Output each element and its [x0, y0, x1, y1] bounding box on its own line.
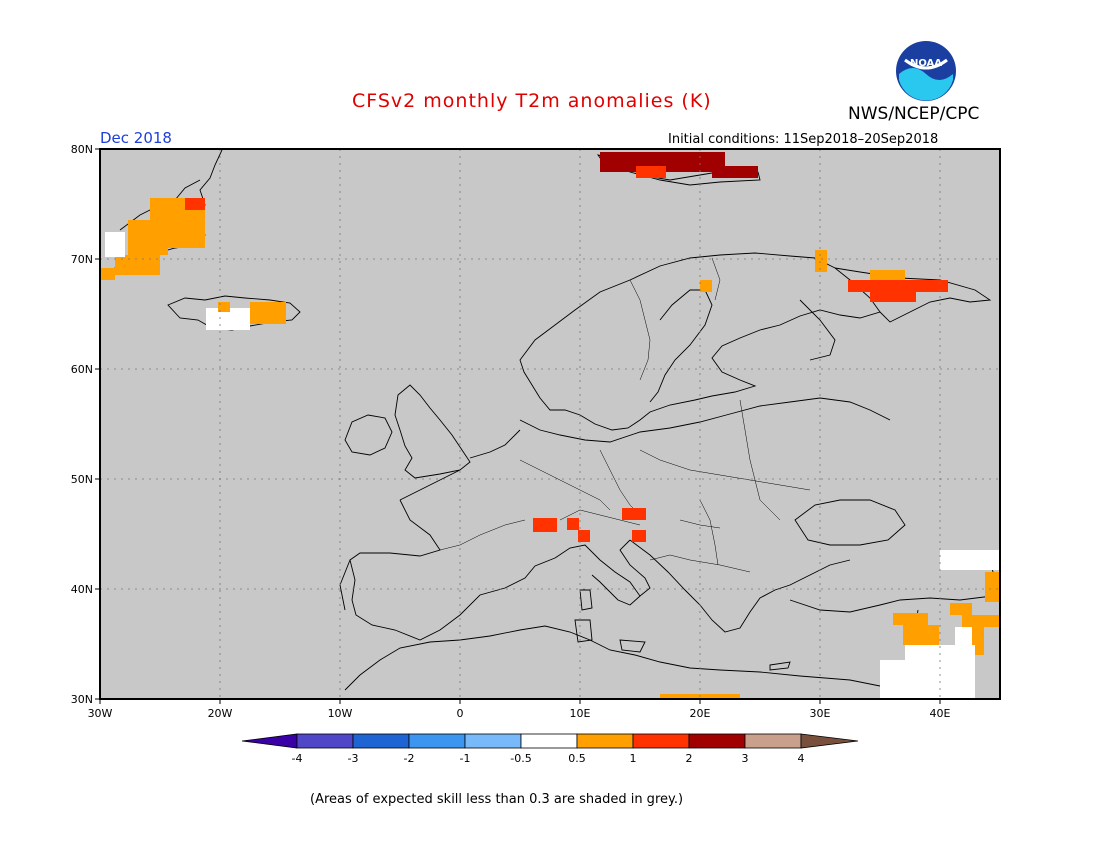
colorbar-segment	[352, 733, 410, 749]
map-frame	[99, 148, 1001, 700]
map-background	[100, 149, 1000, 699]
colorbar-label: 1	[630, 752, 637, 765]
chart-title: CFSv2 monthly T2m anomalies (K)	[352, 90, 712, 112]
colorbar-segment	[408, 733, 466, 749]
lon-label: 40E	[930, 707, 951, 720]
lon-label: 20W	[208, 707, 233, 720]
colorbar-segment	[744, 733, 802, 749]
colorbar-label: 0.5	[568, 752, 586, 765]
colorbar-label: 2	[686, 752, 693, 765]
noaa-logo-text: NOAA	[910, 58, 942, 69]
anomaly-pixels	[100, 152, 1000, 699]
colorbar-label: -0.5	[510, 752, 531, 765]
initial-conditions: Initial conditions: 11Sep2018–20Sep2018	[668, 132, 939, 147]
lat-label: 60N	[71, 363, 93, 376]
lon-label: 10W	[328, 707, 353, 720]
colorbar-label: -4	[292, 752, 303, 765]
colorbar-segment	[464, 733, 522, 749]
lat-label: 40N	[71, 583, 93, 596]
colorbar-segment	[520, 733, 578, 749]
lon-label: 20E	[690, 707, 711, 720]
colorbar-label: 3	[742, 752, 749, 765]
colorbar	[241, 733, 859, 749]
lon-label: 10E	[570, 707, 591, 720]
skill-footnote: (Areas of expected skill less than 0.3 a…	[310, 792, 684, 807]
lat-label: 50N	[71, 473, 93, 486]
colorbar-label: -2	[404, 752, 415, 765]
agency-label: NWS/NCEP/CPC	[848, 104, 980, 124]
gridlines	[100, 149, 1000, 699]
colorbar-label: -3	[348, 752, 359, 765]
tick-marks	[95, 148, 941, 704]
lon-label: 0	[457, 707, 464, 720]
lat-label: 70N	[71, 253, 93, 266]
noaa-logo: NOAA	[896, 41, 956, 101]
lon-label: 30E	[810, 707, 831, 720]
colorbar-segment	[688, 733, 746, 749]
colorbar-right-arrow	[800, 733, 859, 749]
colorbar-segment	[576, 733, 634, 749]
lat-label: 80N	[71, 143, 93, 156]
colorbar-label: 4	[798, 752, 805, 765]
lat-label: 30N	[71, 693, 93, 706]
lon-label: 30W	[88, 707, 113, 720]
colorbar-segment	[632, 733, 690, 749]
colorbar-left-arrow	[241, 733, 298, 749]
colorbar-label: -1	[460, 752, 471, 765]
forecast-month: Dec 2018	[100, 129, 172, 147]
colorbar-segment	[296, 733, 354, 749]
